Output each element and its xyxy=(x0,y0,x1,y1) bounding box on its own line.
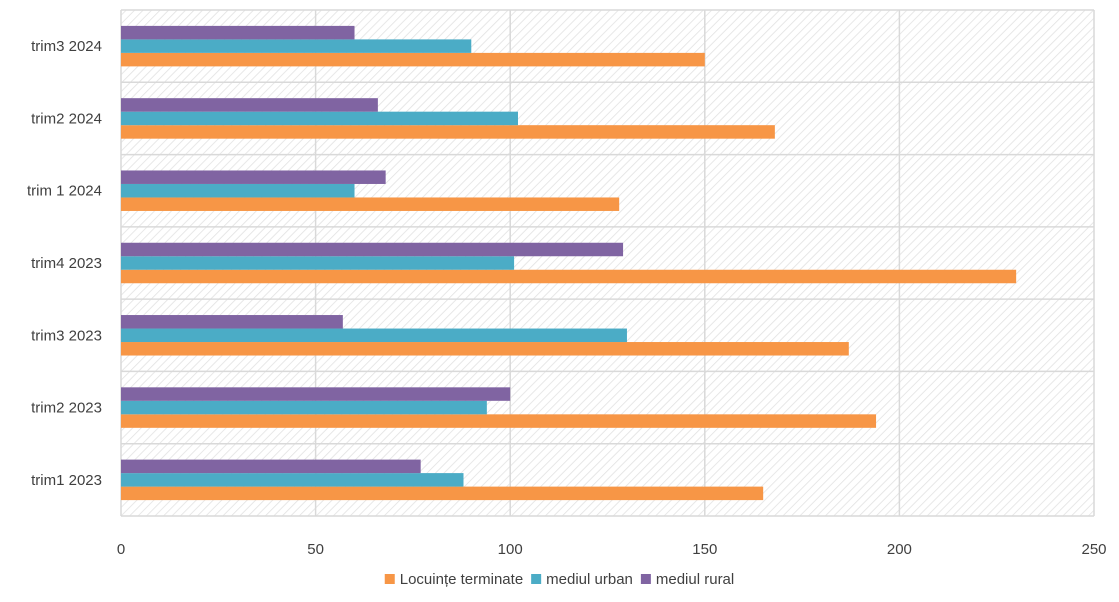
gridlines xyxy=(120,9,1095,517)
x-tick-label: 50 xyxy=(307,541,324,558)
bar-locuin-e-terminate-1 xyxy=(121,414,877,428)
bar-mediul-urban-3 xyxy=(121,256,515,270)
x-tick-label: 200 xyxy=(887,541,912,558)
bar-mediul-rural-1 xyxy=(121,387,511,401)
bar-mediul-rural-5 xyxy=(121,98,378,112)
category-label: trim3 2024 xyxy=(31,38,102,55)
category-label: trim2 2024 xyxy=(31,110,102,127)
category-label: trim1 2023 xyxy=(31,472,102,489)
bar-locuin-e-terminate-3 xyxy=(121,269,1017,284)
bar-mediul-urban-6 xyxy=(121,39,472,53)
legend-swatch xyxy=(384,574,395,584)
bar-mediul-rural-3 xyxy=(121,242,624,257)
x-tick-label: 250 xyxy=(1081,541,1106,558)
bar-mediul-urban-4 xyxy=(121,183,355,198)
bar-mediul-rural-4 xyxy=(121,170,386,184)
bar-locuin-e-terminate-2 xyxy=(121,342,849,356)
x-axis-tick-labels: 0 50 100 150 200 250 xyxy=(117,541,1107,558)
x-tick-label: 150 xyxy=(692,541,717,558)
legend: Locuințe terminate mediul urban mediul rur… xyxy=(384,571,734,588)
legend-swatch xyxy=(531,574,542,584)
legend-label: mediul urban xyxy=(546,571,633,588)
bars xyxy=(121,25,1017,501)
bar-mediul-rural-2 xyxy=(121,315,343,329)
category-label: trim2 2023 xyxy=(31,400,102,417)
category-label: trim3 2023 xyxy=(31,327,102,344)
bar-mediul-urban-2 xyxy=(121,328,627,343)
bar-locuin-e-terminate-5 xyxy=(121,125,775,139)
x-tick-label: 0 xyxy=(117,541,125,558)
category-labels: trim1 2023 trim2 2023 trim3 2023 trim4 2023… xyxy=(27,38,102,489)
bar-mediul-urban-5 xyxy=(121,111,518,126)
x-tick-label: 100 xyxy=(498,541,523,558)
bar-mediul-rural-6 xyxy=(121,25,355,40)
bar-locuin-e-terminate-4 xyxy=(121,197,620,211)
bar-mediul-urban-1 xyxy=(121,400,487,415)
legend-label: mediul rural xyxy=(656,571,734,588)
bar-locuin-e-terminate-6 xyxy=(121,52,705,67)
legend-label: Locuințe terminate xyxy=(400,571,523,588)
category-label: trim 1 2024 xyxy=(27,183,102,200)
bar-locuin-e-terminate-0 xyxy=(121,486,764,501)
legend-swatch xyxy=(640,574,651,584)
bar-mediul-urban-0 xyxy=(121,473,464,487)
category-label: trim4 2023 xyxy=(31,255,102,272)
bar-mediul-rural-0 xyxy=(121,459,421,474)
